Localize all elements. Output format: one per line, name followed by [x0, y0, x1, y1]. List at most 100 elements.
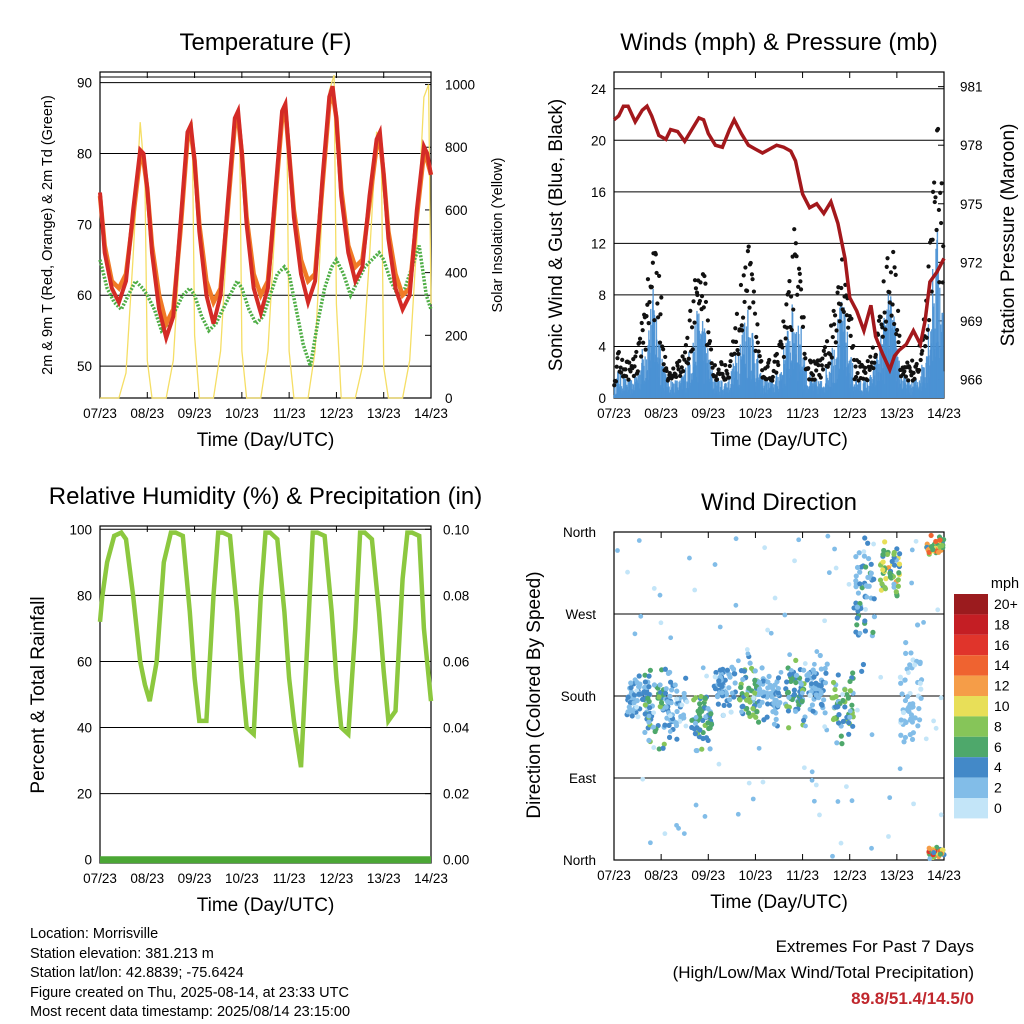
gust-point [810, 373, 816, 378]
direction-point [903, 650, 909, 657]
gust-point [855, 370, 860, 376]
gust-point [732, 351, 737, 356]
direction-point [822, 724, 828, 730]
y2-tick-label: 1000 [445, 78, 475, 93]
direction-point [817, 812, 822, 818]
legend-swatch [954, 675, 988, 696]
y-tick-label: 60 [77, 288, 92, 303]
direction-point [831, 715, 837, 721]
gust-point [819, 363, 824, 368]
y-tick-label: North [563, 853, 596, 868]
direction-point [897, 551, 903, 557]
x-tick-label: 13/23 [880, 406, 914, 421]
gust-points [612, 126, 946, 388]
direction-point [745, 710, 752, 716]
direction-point [917, 680, 923, 686]
direction-point [745, 651, 751, 657]
direction-point [751, 695, 756, 701]
gust-point [752, 311, 758, 316]
gust-point [894, 327, 900, 333]
direction-point [835, 720, 842, 726]
direction-point [855, 707, 860, 713]
direction-point [883, 576, 889, 582]
direction-point [904, 694, 911, 700]
y2-tick-label: 400 [445, 266, 468, 281]
gust-point [685, 335, 690, 340]
direction-point [692, 720, 699, 726]
direction-point [861, 549, 867, 554]
gust-point [838, 302, 843, 307]
direction-point [902, 734, 909, 741]
chart-title: Wind Direction [701, 489, 857, 516]
direction-point [849, 702, 855, 708]
gust-point [867, 367, 872, 373]
direction-point [693, 715, 699, 720]
x-tick-label: 12/23 [320, 406, 354, 421]
wind-points [613, 228, 945, 398]
direction-point [833, 565, 839, 571]
gust-point [835, 290, 840, 295]
direction-point [880, 551, 886, 558]
gust-point [889, 313, 894, 318]
direction-point [842, 687, 848, 693]
direction-point [801, 765, 807, 771]
gust-point [725, 371, 730, 376]
direction-point [726, 702, 732, 708]
direction-point [674, 736, 680, 742]
gust-point [880, 334, 885, 339]
direction-point [899, 691, 905, 697]
x-tick-label: 08/23 [130, 406, 164, 421]
direction-point [887, 795, 893, 801]
gust-point [794, 254, 799, 259]
y-tick-label: 16 [591, 185, 606, 200]
gust-point [723, 362, 728, 368]
direction-point [809, 702, 816, 708]
gust-point [891, 249, 896, 255]
gust-point [883, 327, 888, 332]
gust-point [814, 368, 819, 373]
direction-point [631, 700, 637, 706]
x-tick-label: 07/23 [83, 406, 117, 421]
direction-point [857, 581, 863, 587]
direction-point [839, 741, 845, 747]
extremes-title: Extremes For Past 7 Days [775, 937, 974, 956]
gust-point [755, 322, 760, 327]
speed-legend: mph 20+ 18 16 14 12 10 8 6 4 2 0 [954, 576, 1019, 819]
gust-point [749, 272, 755, 277]
direction-point [665, 699, 671, 705]
gust-point [920, 348, 925, 354]
direction-point [643, 689, 649, 696]
gust-point [628, 369, 633, 374]
direction-point [818, 666, 824, 672]
direction-point [752, 677, 758, 684]
direction-point [928, 532, 934, 539]
direction-point [938, 812, 944, 818]
direction-point [896, 561, 903, 567]
gust-point [800, 324, 806, 329]
gust-point [699, 294, 705, 299]
direction-point [894, 546, 900, 552]
gust-point [827, 361, 832, 366]
direction-point [752, 690, 758, 696]
direction-point [825, 533, 831, 539]
direction-point [699, 746, 705, 752]
direction-point [731, 671, 737, 677]
y-tick-label: 20 [591, 133, 606, 148]
gust-point [882, 310, 887, 315]
gust-point [929, 289, 934, 294]
gust-point [871, 366, 876, 371]
direction-point [738, 668, 745, 674]
direction-point [810, 667, 816, 673]
plot-frame [99, 71, 432, 399]
direction-point [719, 690, 725, 696]
x-tick-label: 12/23 [320, 871, 354, 886]
y2-tick-label: 975 [960, 197, 983, 212]
gust-point [681, 369, 686, 374]
direction-point [793, 657, 799, 663]
gust-point [713, 374, 718, 379]
direction-point [921, 620, 926, 625]
direction-point [766, 673, 772, 679]
direction-point [744, 691, 750, 698]
gust-point [654, 270, 659, 276]
direction-point [871, 614, 878, 620]
